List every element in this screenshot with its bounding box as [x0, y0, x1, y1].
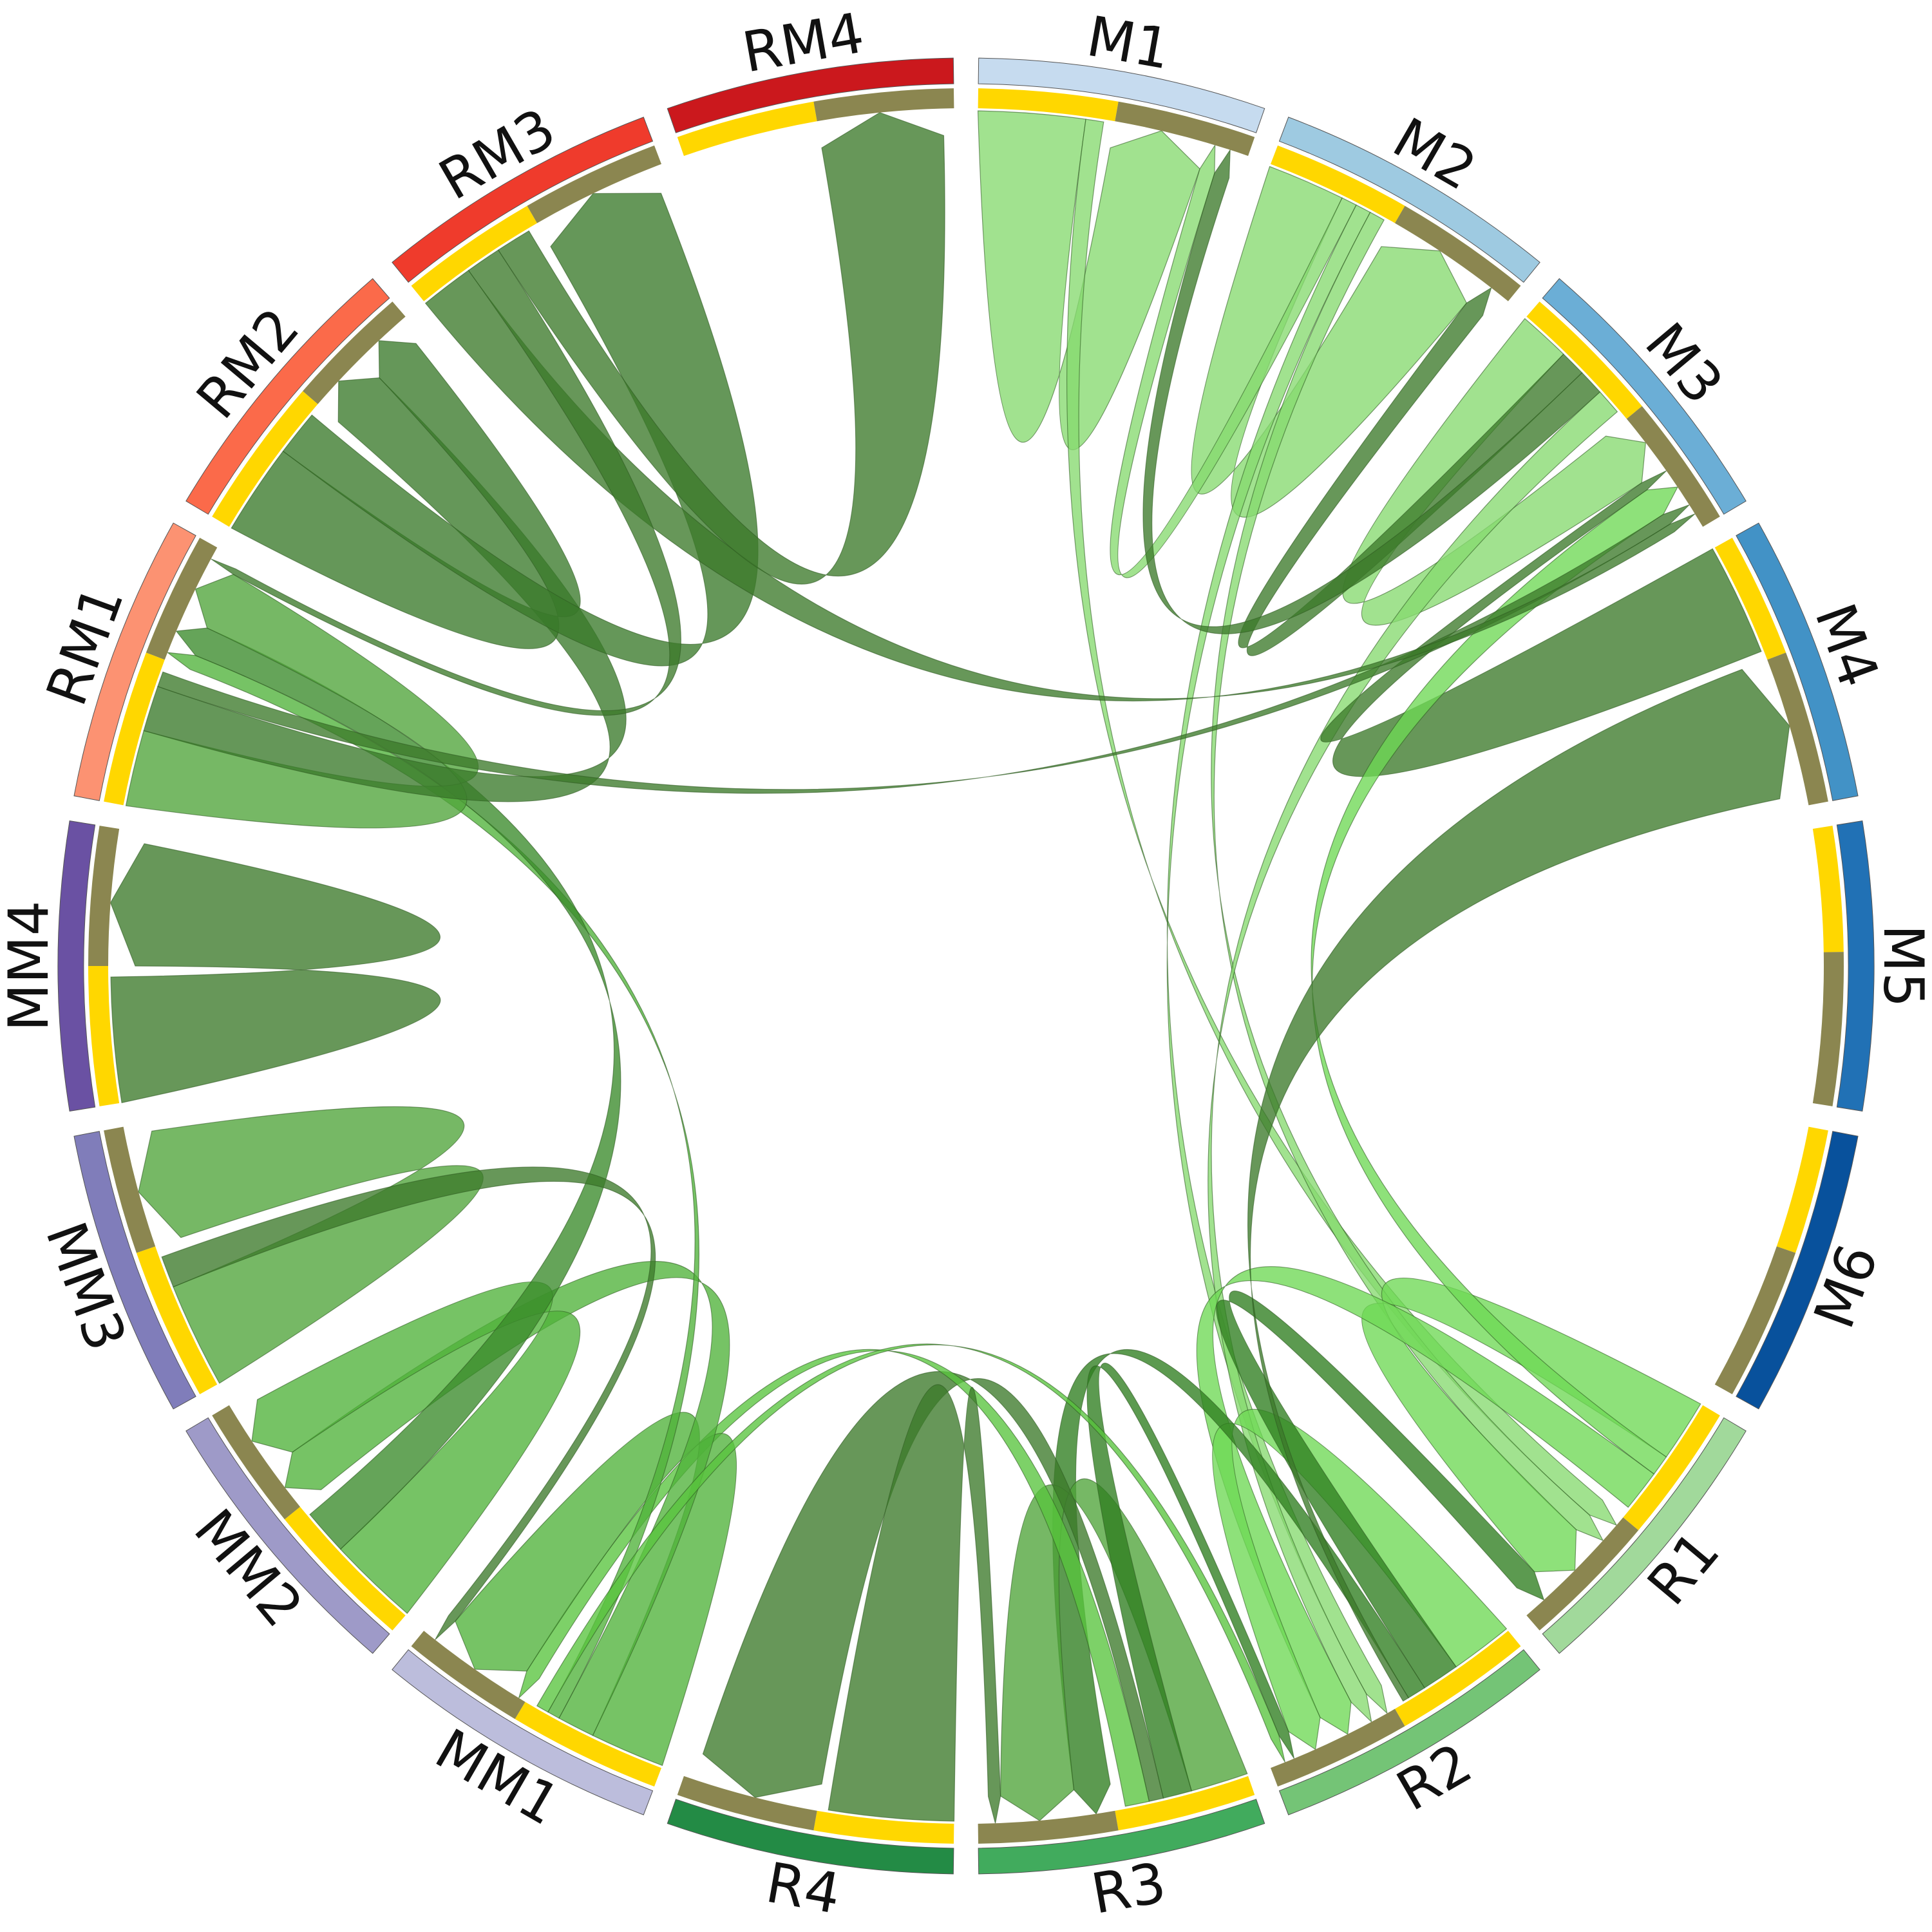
incoming-track-m6: [1714, 1246, 1796, 1394]
outgoing-track-m5: [1812, 826, 1844, 952]
outgoing-track-rm4: [677, 101, 817, 156]
outgoing-track-mm4: [88, 966, 120, 1106]
outgoing-track-r2: [1395, 1631, 1521, 1727]
link-rm2-to-rm3[interactable]: [282, 193, 759, 667]
link-layer: [109, 110, 1790, 1824]
incoming-track-m3: [1626, 406, 1720, 527]
incoming-track-mm3: [104, 1126, 156, 1253]
link-m1-to-m1[interactable]: [977, 110, 1200, 450]
incoming-track-m4: [1767, 652, 1828, 806]
link-mm2-to-mm2[interactable]: [251, 1281, 581, 1615]
incoming-track-r3: [978, 1810, 1119, 1844]
sector-arc-rm1[interactable]: [73, 522, 196, 801]
incoming-track-mm4: [88, 826, 120, 966]
sector-arc-r3[interactable]: [978, 1799, 1265, 1875]
outgoing-track-mm1: [515, 1701, 661, 1787]
link-mm1-to-r2[interactable]: [536, 1343, 1285, 1763]
incoming-track-mm1: [411, 1631, 526, 1719]
sector-arc-mm2[interactable]: [185, 1417, 390, 1654]
incoming-track-rm2: [303, 301, 406, 404]
link-rm3-to-m3[interactable]: [424, 269, 1696, 701]
link-r2-to-r1[interactable]: [1216, 1290, 1545, 1689]
incoming-track-m1: [1115, 101, 1255, 156]
link-rm3-to-rm1[interactable]: [211, 249, 681, 716]
sector-track-layer: [57, 57, 1875, 1875]
link-rm3-to-rm4[interactable]: [497, 112, 945, 585]
sector-arc-r4[interactable]: [667, 1799, 954, 1875]
sector-arc-mm3[interactable]: [73, 1131, 196, 1410]
sector-arc-r2[interactable]: [1278, 1649, 1540, 1815]
outgoing-track-r1: [1623, 1405, 1720, 1531]
incoming-track-rm1: [146, 538, 218, 660]
outgoing-track-r3: [1115, 1776, 1255, 1831]
incoming-track-r1: [1526, 1517, 1639, 1631]
sector-arc-rm2[interactable]: [185, 278, 390, 515]
sector-arc-m5[interactable]: [1836, 820, 1875, 1112]
incoming-track-rm4: [813, 88, 954, 122]
outgoing-track-m2: [1271, 145, 1405, 223]
outgoing-track-rm2: [212, 391, 318, 527]
sector-arc-m4[interactable]: [1736, 522, 1859, 801]
outgoing-track-m6: [1776, 1126, 1828, 1253]
outgoing-track-m4: [1714, 538, 1786, 660]
sector-arc-mm4[interactable]: [57, 820, 96, 1112]
sector-arc-rm3[interactable]: [392, 117, 654, 283]
incoming-track-r4: [677, 1776, 817, 1831]
sector-label-m1: M1: [1082, 5, 1175, 82]
incoming-track-rm3: [527, 145, 661, 223]
sector-label-r4: R4: [761, 1851, 845, 1927]
outgoing-track-mm3: [136, 1246, 218, 1394]
link-r4-to-r3[interactable]: [828, 1384, 1001, 1824]
outgoing-track-r4: [813, 1810, 954, 1844]
outgoing-track-m1: [978, 88, 1119, 122]
link-r3-to-r4[interactable]: [702, 1371, 1164, 1802]
incoming-track-r2: [1271, 1709, 1405, 1787]
sector-arc-mm1[interactable]: [392, 1649, 654, 1815]
link-r2-to-m4[interactable]: [1247, 668, 1790, 1702]
incoming-track-m2: [1395, 205, 1521, 301]
sector-label-m5: M5: [1871, 925, 1932, 1008]
sector-arc-m6[interactable]: [1736, 1131, 1859, 1410]
sector-arc-m3[interactable]: [1542, 278, 1747, 515]
sector-label-mm4: MM4: [0, 900, 61, 1031]
outgoing-track-m3: [1526, 301, 1642, 419]
sector-arc-m2[interactable]: [1278, 117, 1540, 283]
link-mm3-to-mm1[interactable]: [161, 1166, 656, 1640]
outgoing-track-rm1: [104, 652, 165, 806]
sector-arc-r1[interactable]: [1542, 1417, 1747, 1654]
sector-label-r3: R3: [1087, 1851, 1171, 1927]
outgoing-track-mm2: [284, 1506, 406, 1631]
incoming-track-mm2: [212, 1405, 301, 1520]
outgoing-track-rm3: [411, 205, 537, 301]
link-mm4-to-mm4[interactable]: [109, 843, 441, 1104]
incoming-track-m5: [1812, 952, 1844, 1106]
sector-arc-rm4[interactable]: [667, 57, 954, 133]
sector-arc-m1[interactable]: [978, 57, 1265, 133]
link-m3-to-m1[interactable]: [1142, 148, 1601, 634]
link-r1-to-r1[interactable]: [1361, 1277, 1701, 1573]
